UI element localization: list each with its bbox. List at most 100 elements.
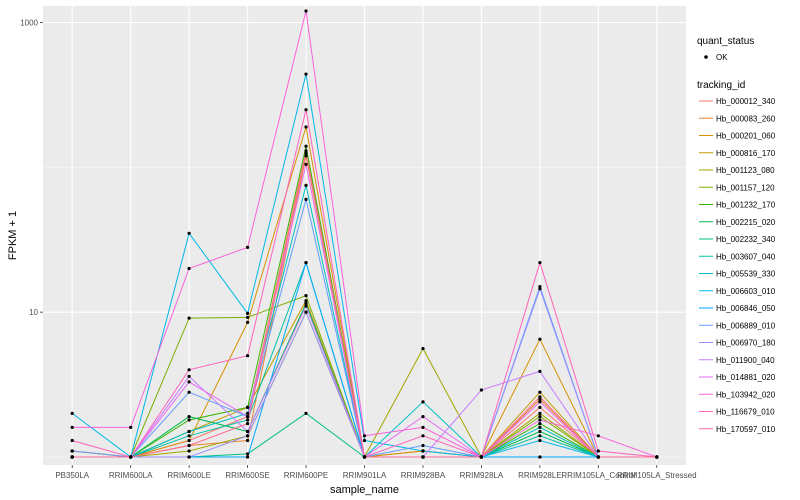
data-point (246, 455, 250, 459)
data-point (538, 415, 542, 419)
data-point (538, 369, 542, 373)
legend-tracking-label: Hb_003607_040 (716, 252, 776, 261)
x-tick-label: RRIM928LA (460, 471, 504, 480)
grid-lines (43, 6, 686, 465)
data-point (421, 449, 425, 453)
data-point (538, 397, 542, 401)
data-point (655, 455, 659, 459)
data-point (304, 310, 308, 314)
legend-tracking-label: Hb_001157_120 (716, 183, 775, 192)
data-point (538, 390, 542, 394)
y-tick-label: 1000 (20, 19, 38, 28)
data-point (538, 418, 542, 422)
y-axis-title: FPKM + 1 (7, 211, 19, 260)
data-point (187, 438, 191, 443)
legend-quant-title: quant_status (697, 36, 754, 47)
data-point (479, 455, 483, 459)
data-point (246, 418, 250, 422)
data-point (538, 285, 542, 289)
data-point (538, 337, 542, 341)
x-axis-title: sample_name (330, 484, 399, 496)
y-tick-label: 10 (29, 308, 38, 317)
data-point (304, 301, 308, 305)
data-point (246, 245, 250, 249)
legend-tracking-label: Hb_000012_340 (716, 97, 776, 106)
legend-tracking-label: Hb_002215_020 (716, 218, 776, 227)
data-point (304, 411, 308, 415)
x-tick-label: RRIM105LA_Stressed (617, 471, 697, 480)
data-point (304, 149, 308, 153)
legend-tracking-label: Hb_000201_060 (716, 132, 776, 141)
data-point (538, 405, 542, 409)
data-point (304, 304, 308, 308)
data-point (304, 125, 308, 129)
data-point (304, 162, 308, 166)
legend-tracking-label: Hb_002232_340 (716, 235, 776, 244)
legend-tracking-label: Hb_011900_040 (716, 356, 775, 365)
data-point (304, 299, 308, 303)
legend-tracking-label: Hb_116679_010 (716, 408, 775, 417)
data-point (538, 261, 542, 265)
data-point (187, 415, 191, 419)
data-point (538, 411, 542, 415)
data-point (187, 231, 191, 235)
data-point (421, 455, 425, 459)
data-point (304, 72, 308, 76)
data-point (70, 411, 74, 415)
data-point (246, 434, 250, 438)
x-tick-label: PB350LA (55, 471, 89, 480)
data-point (421, 400, 425, 404)
data-point (538, 438, 542, 443)
data-point (129, 455, 133, 459)
data-point (421, 347, 425, 351)
data-point (304, 9, 308, 13)
data-point (246, 422, 250, 426)
legend-tracking-title: tracking_id (697, 80, 745, 91)
data-point (538, 395, 542, 399)
legend-quant-label: OK (716, 53, 728, 62)
data-point (246, 429, 250, 434)
data-point (362, 434, 367, 438)
legend-quant-status: quant_status OK (697, 36, 754, 62)
data-point (70, 455, 74, 459)
x-axis: PB350LA RRIM600LA RRIM600LE RRIM600SE RRIM60… (55, 465, 697, 480)
data-point (187, 374, 191, 378)
data-point (187, 449, 191, 453)
x-tick-label: RRIM928LE (518, 471, 562, 480)
data-point (246, 438, 250, 443)
data-point (246, 354, 250, 358)
legend-tracking-label: Hb_170597_010 (716, 425, 776, 434)
data-point (187, 429, 191, 434)
data-point (70, 438, 74, 443)
data-point (304, 294, 308, 298)
data-point (538, 422, 542, 426)
data-point (246, 411, 250, 415)
x-tick-label: RRIM600LA (109, 471, 153, 480)
data-point (538, 287, 542, 291)
x-tick-label: RRIM600SE (225, 471, 269, 480)
data-point (304, 144, 308, 148)
x-tick-label: RRIM600LE (167, 471, 211, 480)
legend-tracking-label: Hb_006603_010 (716, 287, 776, 296)
y-axis: 10 1000 (20, 19, 43, 317)
data-point (596, 434, 600, 438)
legend-tracking-label: Hb_006889_010 (716, 321, 776, 330)
legend-tracking-label: Hb_001123_080 (716, 166, 775, 175)
data-point (246, 311, 250, 315)
data-point (187, 266, 191, 271)
legend-tracking-label: Hb_000816_170 (716, 149, 776, 158)
data-point (304, 151, 308, 155)
data-point (246, 452, 250, 456)
data-point (479, 388, 483, 392)
data-point (596, 449, 600, 453)
data-point (421, 415, 425, 419)
data-point (187, 380, 191, 384)
legend-tracking-label: Hb_006970_180 (716, 339, 776, 348)
data-point (304, 154, 308, 158)
data-point (246, 315, 250, 319)
data-point (187, 434, 191, 438)
x-tick-label: RRIM901LA (343, 471, 387, 480)
data-point (129, 425, 133, 429)
legend-tracking-label: Hb_001232_170 (716, 201, 776, 210)
